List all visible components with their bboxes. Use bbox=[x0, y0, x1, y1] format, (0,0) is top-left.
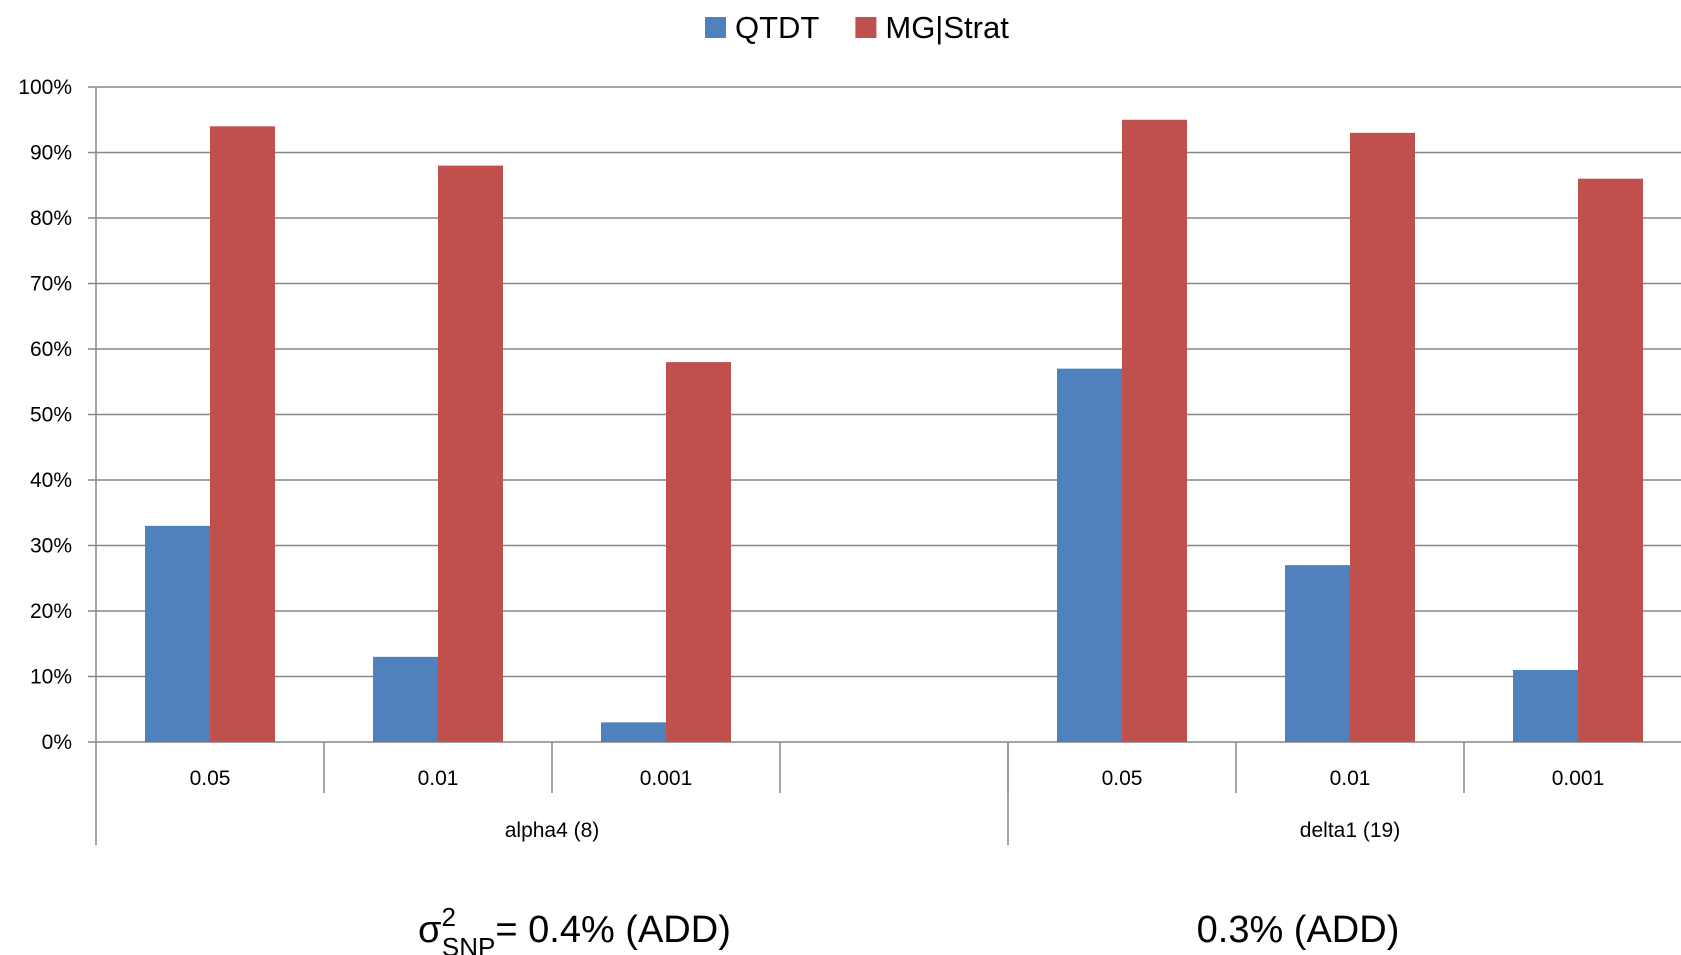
y-tick-label: 100% bbox=[18, 76, 72, 99]
x-tick-label: 0.001 bbox=[640, 767, 693, 790]
bar-qtdt bbox=[1285, 565, 1350, 742]
bar-mg-strat bbox=[1122, 119, 1187, 742]
x-tick-label: 0.01 bbox=[1330, 767, 1371, 790]
legend: QTDT MG|Strat bbox=[705, 10, 1009, 45]
gridlines bbox=[96, 86, 1681, 743]
y-tick-label: 70% bbox=[30, 273, 72, 296]
bar-qtdt bbox=[1057, 368, 1122, 742]
bar-qtdt bbox=[601, 722, 666, 742]
y-tick-label: 10% bbox=[30, 666, 72, 689]
bar-mg-strat bbox=[1350, 132, 1415, 743]
bar-mg-strat bbox=[666, 362, 731, 742]
legend-swatch bbox=[855, 17, 877, 38]
bar-mg-strat bbox=[438, 165, 503, 743]
x-tick-label: 0.05 bbox=[1102, 767, 1143, 790]
x-group-label: alpha4 (8) bbox=[505, 819, 600, 842]
caption-left-superscript: 2 bbox=[441, 902, 455, 932]
x-group-label: delta1 (19) bbox=[1300, 819, 1400, 842]
caption-left-symbol: σ bbox=[418, 909, 441, 951]
legend-label: MG|Strat bbox=[885, 10, 1009, 45]
bar-qtdt bbox=[373, 656, 438, 742]
y-tick-label: 90% bbox=[30, 142, 72, 165]
caption-left-subscript: SNP bbox=[442, 932, 495, 955]
bars bbox=[145, 119, 1643, 743]
bar-qtdt bbox=[1513, 669, 1578, 742]
x-tick-label: 0.05 bbox=[190, 767, 231, 790]
y-tick-label: 30% bbox=[30, 535, 72, 558]
bar-mg-strat bbox=[1578, 178, 1643, 742]
x-tick-label: 0.001 bbox=[1552, 767, 1605, 790]
y-tick-label: 40% bbox=[30, 469, 72, 492]
y-tick-label: 80% bbox=[30, 207, 72, 230]
legend-label: QTDT bbox=[735, 10, 819, 45]
bar-mg-strat bbox=[210, 126, 275, 743]
bar-qtdt bbox=[145, 525, 210, 742]
x-tick-label: 0.01 bbox=[418, 767, 459, 790]
x-axis: 0.05 0.01 0.001 0.05 0.01 0.001 alpha4 (8) delt… bbox=[190, 742, 1605, 845]
y-tick-label: 60% bbox=[30, 338, 72, 361]
y-tick-label: 20% bbox=[30, 600, 72, 623]
y-tick-label: 50% bbox=[30, 404, 72, 427]
y-axis: 0% 10% 20% 30% 40% 50% 60% 70% 80% 90% 100% bbox=[18, 76, 97, 845]
caption-right: 0.3% (ADD) bbox=[1197, 909, 1400, 951]
legend-swatch bbox=[705, 17, 726, 38]
caption-left: σ2 SNP= 0.4% (ADD) bbox=[418, 902, 731, 955]
y-tick-label: 0% bbox=[42, 731, 72, 754]
caption-left-text: = 0.4% (ADD) bbox=[495, 909, 730, 951]
